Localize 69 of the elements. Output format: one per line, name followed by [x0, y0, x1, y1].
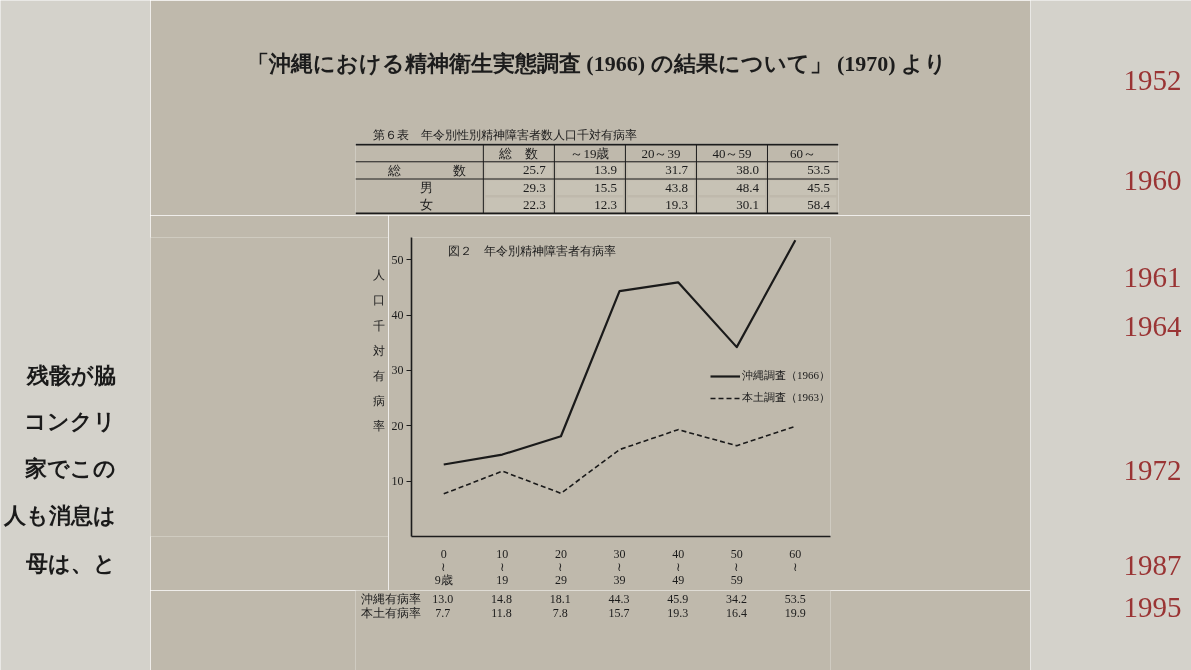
text: 1952 — [1123, 64, 1182, 96]
x-tick-label: 0 ≀ 9歳 — [434, 546, 453, 588]
chart-subtitle: 第６表 年令別性別精神障害者数人口千対有病率 — [372, 127, 637, 142]
y-tick-label: 20 — [391, 418, 404, 433]
text: 人も消息は — [2, 503, 116, 528]
data-label: 53.5 — [807, 162, 830, 178]
data-label: 15.7 — [608, 605, 630, 620]
y-tick-label: 30 — [391, 363, 404, 378]
text: 本土有病率 — [360, 605, 421, 620]
data-label: 43.8 — [665, 179, 688, 195]
text: コンクリ — [23, 409, 116, 434]
legend-label: 沖縄調査（1966） — [742, 368, 830, 383]
data-label: 45.9 — [667, 591, 689, 606]
x-tick-label: 総 数 — [498, 145, 539, 161]
data-label: 58.4 — [807, 196, 831, 212]
data-label: 34.2 — [726, 591, 748, 606]
data-label: 13.9 — [594, 162, 617, 178]
legend-label: 本土調査（1963） — [742, 390, 830, 405]
y-tick-label: 40 — [391, 308, 404, 323]
text: 母は、と — [24, 551, 116, 576]
chart-title: 「沖縄における精神衛生実態調査 (1966) の結果について」 (1970) より — [246, 50, 948, 76]
text: 図２ 年令別精神障害者有病率 — [447, 243, 616, 258]
text: 家でこの — [23, 456, 116, 481]
x-tick-label: 40 ≀ 49 — [672, 546, 685, 588]
text: 沖縄有病率 — [360, 591, 421, 606]
text: 1960 — [1123, 164, 1182, 196]
text: 1995 — [1123, 591, 1182, 623]
data-label: 29.3 — [523, 179, 546, 195]
text: 1961 — [1123, 261, 1182, 293]
data-label: 19.9 — [784, 605, 806, 620]
data-label: 44.3 — [608, 591, 630, 606]
text: 1964 — [1123, 310, 1182, 342]
text: 1987 — [1123, 549, 1182, 581]
data-label: 11.8 — [491, 605, 512, 620]
data-label: 12.3 — [594, 196, 617, 212]
x-tick-label: ～19歳 — [570, 145, 610, 161]
x-tick-label: 10 ≀ 19 — [496, 546, 509, 588]
data-label: 53.5 — [784, 591, 806, 606]
x-tick-label: 50 ≀ 59 — [730, 546, 743, 588]
data-label: 25.7 — [523, 162, 547, 178]
data-label: 7.7 — [435, 605, 451, 620]
x-tick-label: 20～39 — [641, 145, 681, 161]
y-tick-label: 女 — [420, 197, 434, 213]
y-tick-label: 10 — [391, 474, 404, 489]
data-label: 15.5 — [594, 179, 617, 195]
y-tick-label: 男 — [420, 180, 434, 196]
text: 1972 — [1123, 454, 1182, 486]
data-label: 30.1 — [736, 196, 759, 212]
data-label: 7.8 — [552, 605, 568, 620]
x-tick-label: 20 ≀ 29 — [554, 546, 567, 588]
data-label: 18.1 — [549, 591, 571, 606]
data-label: 13.0 — [432, 591, 454, 606]
data-label: 22.3 — [523, 196, 546, 212]
data-label: 45.5 — [807, 179, 830, 195]
x-tick-label: 60 ≀ — [789, 546, 802, 574]
x-tick-label: 60～ — [789, 145, 816, 161]
data-label: 16.4 — [726, 605, 748, 620]
x-tick-label: 40～59 — [712, 145, 752, 161]
data-label: 31.7 — [665, 162, 689, 178]
y-axis-title: 人口千対有病率 — [372, 268, 385, 434]
data-label: 14.8 — [491, 591, 513, 606]
y-tick-label: 総 数 — [386, 162, 466, 178]
data-label: 48.4 — [736, 179, 760, 195]
data-label: 19.3 — [667, 605, 689, 620]
data-label: 19.3 — [665, 196, 688, 212]
data-label: 38.0 — [736, 162, 759, 178]
text: 残骸が脇 — [25, 363, 116, 388]
y-tick-label: 50 — [391, 252, 404, 267]
x-tick-label: 30 ≀ 39 — [613, 546, 626, 588]
